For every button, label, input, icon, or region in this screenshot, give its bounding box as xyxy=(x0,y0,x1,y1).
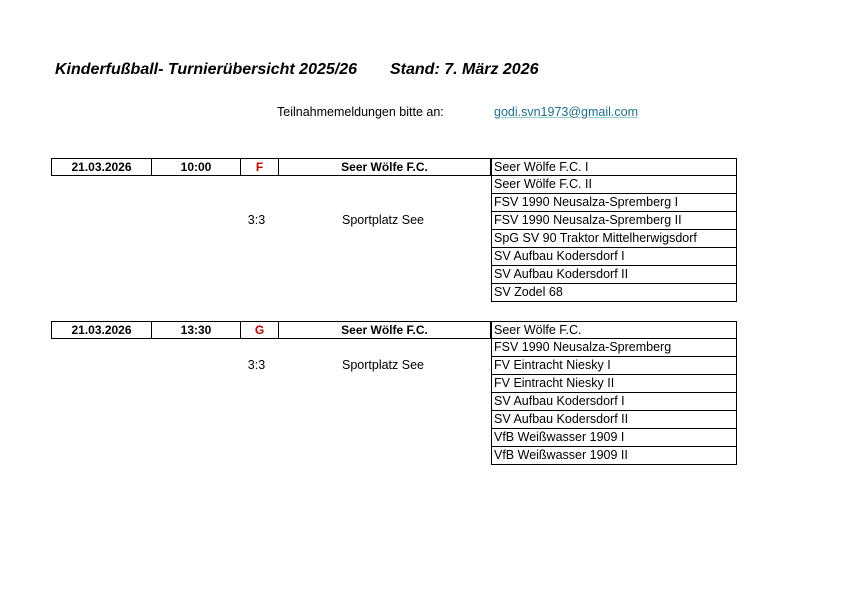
team-entry: FSV 1990 Neusalza-Spremberg xyxy=(491,339,737,357)
tournament-group: F xyxy=(241,159,279,175)
tournament-time: 10:00 xyxy=(152,159,241,175)
team-entry: SpG SV 90 Traktor Mittelherwigsdorf xyxy=(491,230,737,248)
team-entry: VfB Weißwasser 1909 II xyxy=(491,447,737,465)
tournament-time: 13:30 xyxy=(152,322,241,338)
contact-email-link[interactable]: godi.svn1973@gmail.com xyxy=(494,105,639,119)
team-entry: FV Eintracht Niesky I xyxy=(491,357,737,375)
tournament-header-row: 21.03.2026 13:30 G Seer Wölfe F.C. xyxy=(51,321,491,339)
team-list: Seer Wölfe F.C. FSV 1990 Neusalza-Sprembe… xyxy=(491,321,737,465)
tournament-block: 21.03.2026 13:30 G Seer Wölfe F.C. 3:3 Sportp… xyxy=(51,321,737,465)
team-list: Seer Wölfe F.C. I Seer Wölfe F.C. II FSV 1… xyxy=(491,158,737,302)
team-entry: SV Aufbau Kodersdorf II xyxy=(491,411,737,429)
venue: Sportplatz See xyxy=(342,358,424,372)
tournament-host: Seer Wölfe F.C. xyxy=(341,323,428,337)
team-entry: SV Aufbau Kodersdorf II xyxy=(491,266,737,284)
tournament-host: Seer Wölfe F.C. xyxy=(341,160,428,174)
team-entry: Seer Wölfe F.C. II xyxy=(491,176,737,194)
team-entry: FSV 1990 Neusalza-Spremberg II xyxy=(491,212,737,230)
team-entry: FSV 1990 Neusalza-Spremberg I xyxy=(491,194,737,212)
team-entry: VfB Weißwasser 1909 I xyxy=(491,429,737,447)
tournament-date: 21.03.2026 xyxy=(52,322,152,338)
tournament-header-row: 21.03.2026 10:00 F Seer Wölfe F.C. xyxy=(51,158,491,176)
tournament-block: 21.03.2026 10:00 F Seer Wölfe F.C. 3:3 Sportp… xyxy=(51,158,737,302)
team-entry: SV Aufbau Kodersdorf I xyxy=(491,393,737,411)
team-entry: Seer Wölfe F.C. I xyxy=(491,158,737,176)
tournament-date: 21.03.2026 xyxy=(52,159,152,175)
team-entry: SV Aufbau Kodersdorf I xyxy=(491,248,737,266)
team-entry: FV Eintracht Niesky II xyxy=(491,375,737,393)
team-entry: Seer Wölfe F.C. xyxy=(491,321,737,339)
team-entry: SV Zodel 68 xyxy=(491,284,737,302)
game-format: 3:3 xyxy=(247,213,266,227)
stand-date: Stand: 7. März 2026 xyxy=(390,61,539,78)
contact-label: Teilnahmemeldungen bitte an: xyxy=(277,105,444,119)
document-title: Kinderfußball- Turnierübersicht 2025/26 xyxy=(55,61,358,78)
game-format: 3:3 xyxy=(247,358,266,372)
venue: Sportplatz See xyxy=(342,213,424,227)
tournament-group: G xyxy=(241,322,279,338)
